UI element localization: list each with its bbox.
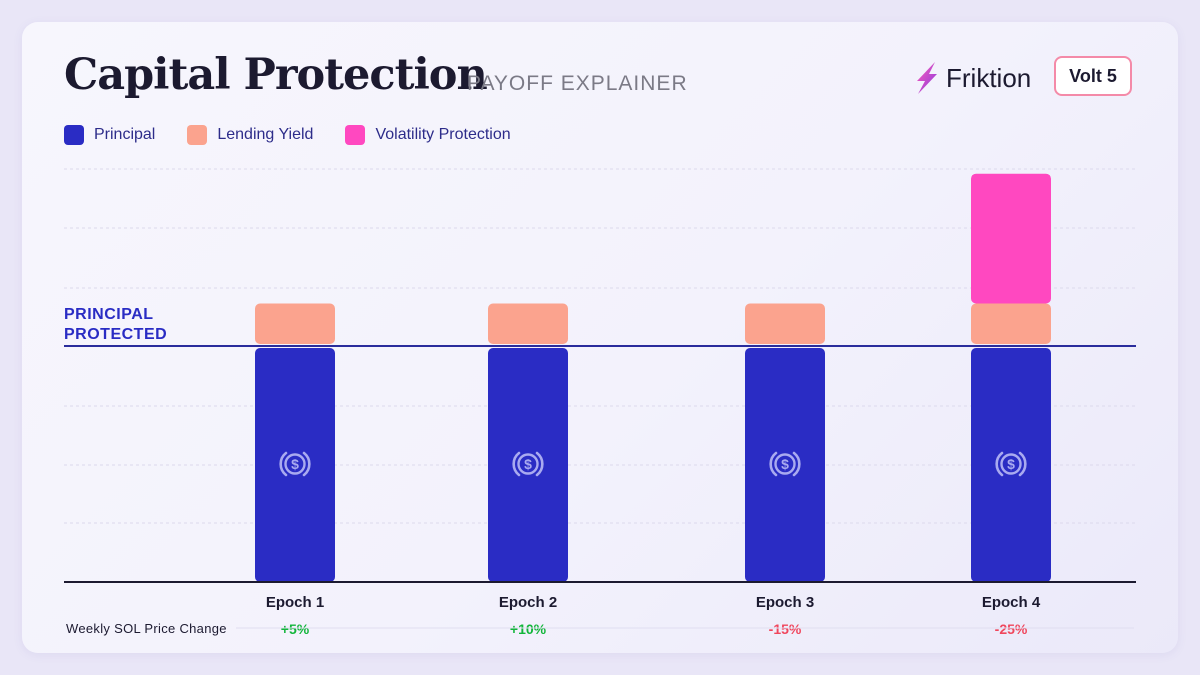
page-title: Capital Protection xyxy=(64,50,488,100)
svg-text:$: $ xyxy=(1007,456,1015,472)
svg-text:$: $ xyxy=(524,456,532,472)
legend-label: Volatility Protection xyxy=(375,126,511,143)
principal-bar xyxy=(255,348,335,582)
usd-coin-icon: $ xyxy=(995,451,1027,477)
volt-badge: Volt 5 xyxy=(1054,56,1132,96)
lending-yield-bar xyxy=(745,303,825,344)
legend-item-lending-yield: Lending Yield xyxy=(187,125,313,145)
category-label: Epoch 2 xyxy=(499,594,557,611)
volatility-protection-bar xyxy=(971,173,1051,304)
price-change-value: -15% xyxy=(769,621,802,637)
usd-coin-icon: $ xyxy=(279,451,311,477)
legend-swatch-volatility-protection xyxy=(345,125,366,145)
reference-line-label: PROTECTED xyxy=(64,326,167,343)
usd-coin-icon: $ xyxy=(769,451,801,477)
price-change-row-label: Weekly SOL Price Change xyxy=(66,621,227,636)
lightning-bolt-icon xyxy=(917,62,937,94)
price-change-value: -25% xyxy=(995,621,1028,637)
lending-yield-bar xyxy=(488,303,568,344)
legend-label: Principal xyxy=(94,126,156,143)
price-change-value: +5% xyxy=(281,621,310,637)
principal-bar xyxy=(971,348,1051,582)
svg-text:$: $ xyxy=(291,456,299,472)
legend-item-principal: Principal xyxy=(64,125,155,145)
principal-bar xyxy=(488,348,568,582)
category-label: Epoch 3 xyxy=(756,594,814,611)
usd-coin-icon: $ xyxy=(512,451,544,477)
legend-swatch-lending-yield xyxy=(187,125,208,145)
brand-name: Friktion xyxy=(946,62,1032,93)
legend-item-volatility-protection: Volatility Protection xyxy=(345,125,511,145)
principal-bar xyxy=(745,348,825,582)
page-subtitle: PAYOFF EXPLAINER xyxy=(467,72,688,95)
chart-legend: Principal Lending Yield Volatility Prote… xyxy=(64,124,543,146)
lending-yield-bar xyxy=(255,303,335,344)
svg-text:$: $ xyxy=(781,456,789,472)
legend-label: Lending Yield xyxy=(217,126,314,143)
reference-line-label: PRINCIPAL xyxy=(64,306,154,323)
lending-yield-bar xyxy=(971,303,1051,344)
category-label: Epoch 4 xyxy=(982,594,1041,611)
price-change-value: +10% xyxy=(510,621,547,637)
legend-swatch-principal xyxy=(64,125,84,145)
brand-logo: Friktion xyxy=(914,62,1031,94)
category-label: Epoch 1 xyxy=(266,594,324,611)
